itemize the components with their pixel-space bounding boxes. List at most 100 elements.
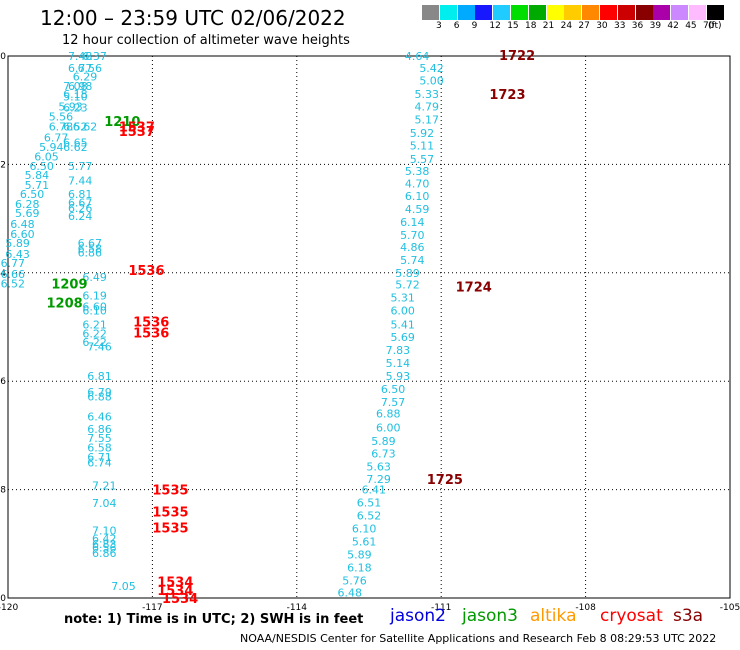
swh-value: 5.89 [395, 267, 420, 280]
swh-value: 5.77 [68, 160, 93, 173]
swh-value: 4.79 [415, 100, 440, 113]
swh-value: 6.50 [29, 160, 54, 173]
swh-value: 6.88 [87, 390, 112, 403]
swh-value: 6.24 [68, 210, 93, 223]
swh-value: 5.74 [400, 254, 425, 267]
legend-swatch [617, 5, 635, 20]
legend-label: 39 [649, 21, 662, 31]
plot-frame [7, 55, 731, 599]
swh-value: 5.42 [419, 62, 444, 75]
track-time-label: 1722 [499, 49, 535, 64]
lon-tick-label: -111 [431, 603, 451, 613]
legend-unit: (ft) [708, 21, 722, 31]
legend-label: 33 [614, 21, 626, 31]
swh-value: 6.37 [82, 50, 107, 63]
track-time-label: 1210 [104, 115, 140, 130]
swh-value: 5.93 [58, 100, 83, 113]
swh-value: 5.89 [5, 237, 30, 250]
swh-value: 6.05 [34, 150, 59, 163]
swh-value: 6.79 [87, 386, 112, 399]
lat-tick-label: -6 [0, 377, 6, 387]
swh-value: 4.64 [405, 50, 430, 63]
swh-value: 7.21 [92, 479, 117, 492]
swh-value: 5.69 [390, 331, 415, 344]
legend-label: 18 [525, 21, 537, 31]
lat-tick-label: 0 [0, 52, 6, 62]
swh-value: 6.10 [352, 523, 377, 536]
swh-value: 6.48 [337, 587, 362, 600]
swh-value: 5.14 [386, 357, 411, 370]
legend-label: 42 [667, 21, 679, 31]
lat-tick-label: -4 [0, 269, 6, 279]
swh-value: 6.81 [87, 370, 112, 383]
legend-swatch [457, 5, 475, 20]
map-subtitle: 12 hour collection of altimeter wave hei… [62, 33, 350, 48]
legend-swatch [635, 5, 653, 20]
swh-value: 5.56 [49, 111, 74, 124]
swh-value: 6.58 [78, 242, 103, 255]
legend-label: 12 [489, 21, 501, 31]
track-time-label: 1534 [157, 576, 193, 591]
legend-label: 45 [685, 21, 697, 31]
track-time-label: 1209 [51, 278, 87, 293]
swh-value: 6.22 [82, 336, 107, 349]
legend-swatch [422, 5, 439, 20]
swh-value: 6.52 [357, 510, 382, 523]
track-time-label: 1725 [427, 473, 463, 488]
track-time-label: 1534 [162, 592, 198, 607]
swh-value: 7.08 [63, 80, 88, 93]
swh-value: 6.41 [362, 484, 387, 497]
lat-tick-label: -10 [0, 594, 6, 604]
swh-value: 6.86 [78, 247, 103, 260]
legend-label: 70 [703, 21, 715, 31]
legend-swatch [528, 5, 546, 20]
satellite-cryosat: cryosat [600, 606, 663, 626]
swh-value: 6.77 [68, 62, 93, 75]
swh-value: 7.83 [386, 344, 411, 357]
swh-value: 7.46 [87, 341, 112, 354]
legend-label: 21 [542, 21, 555, 31]
swh-value: 5.93 [386, 370, 411, 383]
track-time-label: 1723 [489, 88, 525, 103]
swh-value: 4.59 [405, 203, 430, 216]
swh-value: 5.94 [39, 141, 64, 154]
legend-swatch [439, 5, 457, 20]
swh-value: 4.86 [400, 241, 425, 254]
swh-value: 6.29 [73, 71, 98, 84]
swh-value: 6.56 [92, 542, 117, 555]
swh-value: 7.57 [381, 396, 406, 409]
track-time-label: 1537 [119, 120, 155, 135]
swh-value: 6.22 [82, 328, 107, 341]
swh-value: 6.14 [400, 216, 425, 229]
swh-value: 6.28 [15, 198, 40, 211]
legend-swatch [653, 5, 671, 20]
swh-value: 6.60 [82, 300, 107, 313]
swh-value: 6.50 [20, 188, 45, 201]
swh-value: 6.67 [78, 237, 103, 250]
swh-value: 6.78 [49, 120, 74, 133]
swh-value: 6.77 [1, 257, 26, 270]
swh-value: 5.17 [415, 113, 440, 126]
satellite-s3a: s3a [673, 606, 704, 626]
swh-value: 7.48 [68, 50, 93, 63]
swh-value: 6.00 [390, 305, 415, 318]
swh-value: 6.43 [5, 248, 30, 261]
satellite-altika: altika [530, 606, 577, 626]
swh-value: 6.83 [92, 538, 117, 551]
track-time-label: 1208 [47, 297, 83, 312]
lon-tick-label: -105 [720, 603, 740, 613]
track-time-label: 1724 [456, 280, 492, 295]
swh-value: 5.69 [15, 207, 40, 220]
swh-value: 6.46 [87, 410, 112, 423]
swh-value: 5.89 [371, 435, 396, 448]
track-time-label: 1535 [152, 484, 188, 499]
lat-tick-label: -8 [0, 486, 6, 496]
swh-value: 7.10 [92, 524, 117, 537]
swh-value: 6.65 [63, 137, 88, 150]
swh-value: 6.71 [87, 451, 112, 464]
swh-value: 6.26 [68, 202, 93, 215]
swh-value: 6.86 [87, 423, 112, 436]
swh-value: 6.42 [92, 532, 117, 545]
swh-value: 6.23 [63, 101, 88, 114]
